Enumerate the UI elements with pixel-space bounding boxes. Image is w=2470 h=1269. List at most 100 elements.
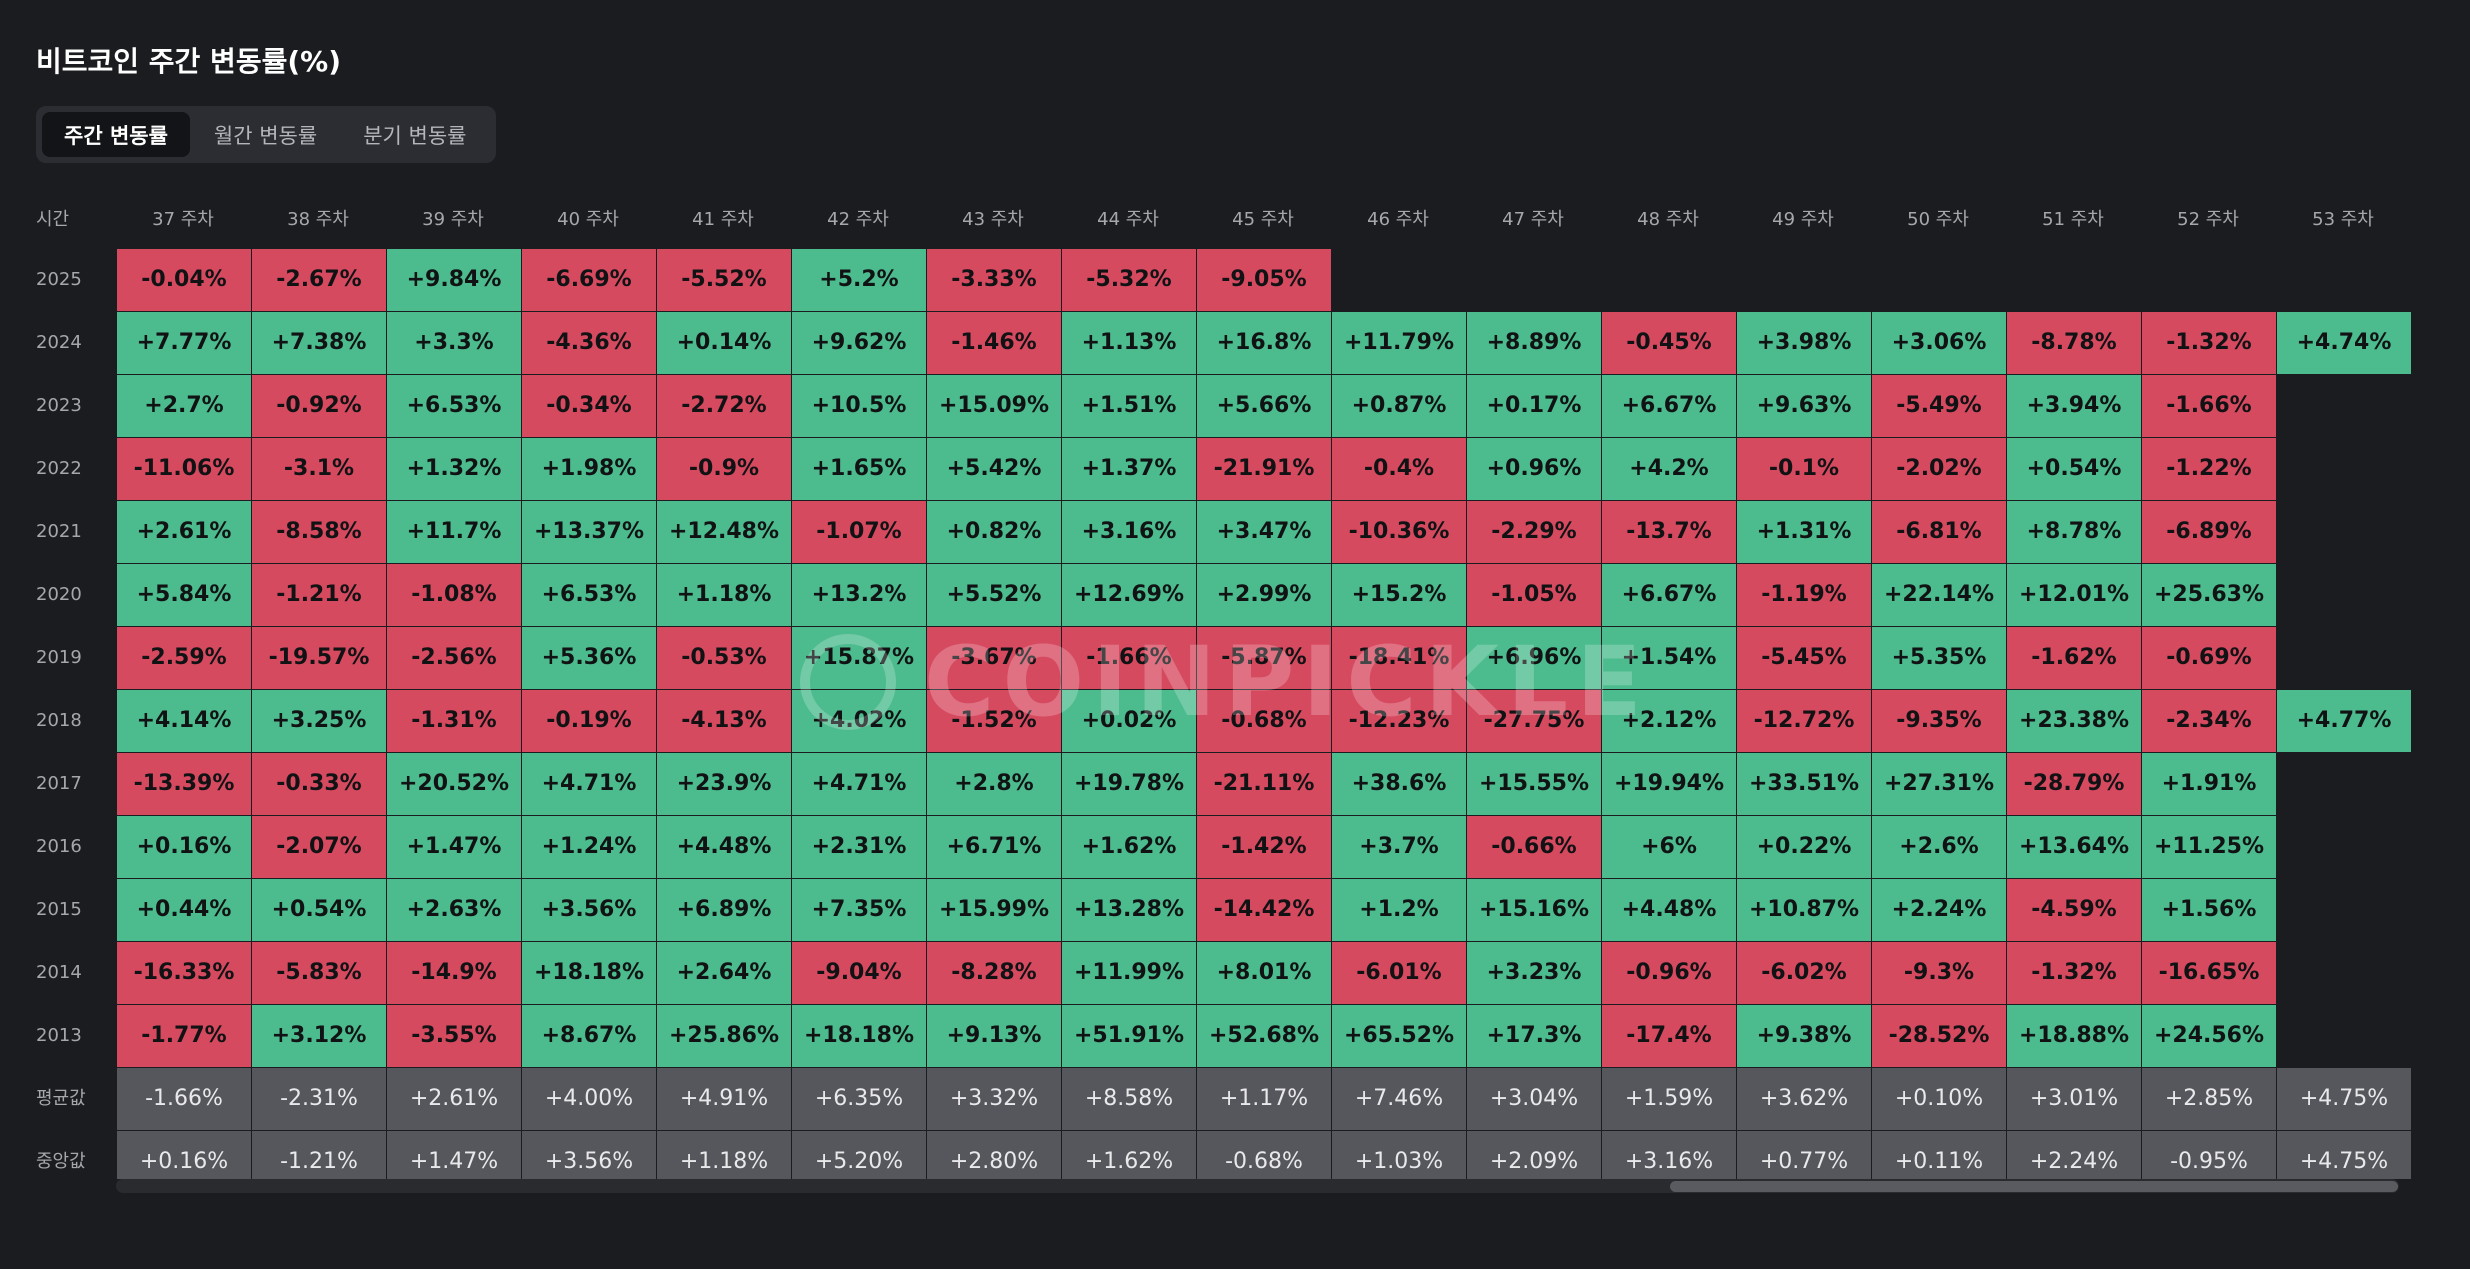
change-cell: -1.66%	[2141, 374, 2277, 438]
change-cell: +0.14%	[656, 311, 792, 375]
change-cell: +23.38%	[2006, 689, 2142, 753]
change-cell: -2.72%	[656, 374, 792, 438]
change-cell: +6.89%	[656, 878, 792, 942]
change-cell: -4.36%	[521, 311, 657, 375]
change-cell: +12.69%	[1061, 563, 1197, 627]
average-cell: +1.17%	[1196, 1067, 1332, 1131]
change-cell: -4.59%	[2006, 878, 2142, 942]
change-cell: -9.05%	[1196, 248, 1332, 312]
change-cell: -6.02%	[1736, 941, 1872, 1005]
change-cell: -5.83%	[251, 941, 387, 1005]
change-cell: -9.3%	[1871, 941, 2007, 1005]
change-cell: -0.53%	[656, 626, 792, 690]
change-cell: +1.56%	[2141, 878, 2277, 942]
change-cell: +15.2%	[1331, 563, 1467, 627]
change-cell: +3.47%	[1196, 500, 1332, 564]
change-cell: -28.52%	[1871, 1004, 2007, 1068]
change-cell: -5.49%	[1871, 374, 2007, 438]
change-cell: +0.17%	[1466, 374, 1602, 438]
change-cell: +2.12%	[1601, 689, 1737, 753]
change-cell: -0.68%	[1196, 689, 1332, 753]
change-cell: +0.22%	[1736, 815, 1872, 879]
change-cell: +25.63%	[2141, 563, 2277, 627]
average-cell: +3.62%	[1736, 1067, 1872, 1131]
change-cell: +1.47%	[386, 815, 522, 879]
change-cell: -4.13%	[656, 689, 792, 753]
change-cell: -0.04%	[116, 248, 252, 312]
change-cell: +20.52%	[386, 752, 522, 816]
change-cell: -1.07%	[791, 500, 927, 564]
tab-quarterly[interactable]: 분기 변동률	[341, 112, 488, 157]
year-label: 2015	[36, 899, 82, 920]
change-cell: +4.74%	[2276, 311, 2412, 375]
year-label: 2017	[36, 773, 82, 794]
change-cell: -9.04%	[791, 941, 927, 1005]
week-header: 45 주차	[1232, 209, 1294, 230]
change-cell: +0.54%	[251, 878, 387, 942]
change-cell: +11.25%	[2141, 815, 2277, 879]
change-cell: -3.1%	[251, 437, 387, 501]
week-header: 42 주차	[827, 209, 889, 230]
average-cell: +1.59%	[1601, 1067, 1737, 1131]
change-cell: -1.52%	[926, 689, 1062, 753]
change-cell: +19.94%	[1601, 752, 1737, 816]
change-cell: +16.8%	[1196, 311, 1332, 375]
tab-monthly[interactable]: 월간 변동률	[192, 112, 339, 157]
change-cell: +7.77%	[116, 311, 252, 375]
change-cell: +11.7%	[386, 500, 522, 564]
average-cell: +4.91%	[656, 1067, 792, 1131]
change-cell: -1.77%	[116, 1004, 252, 1068]
change-cell: +1.37%	[1061, 437, 1197, 501]
change-cell: +5.66%	[1196, 374, 1332, 438]
change-cell: -1.19%	[1736, 563, 1872, 627]
change-cell: +1.65%	[791, 437, 927, 501]
change-cell: -5.32%	[1061, 248, 1197, 312]
change-cell: -2.59%	[116, 626, 252, 690]
change-cell: +7.38%	[251, 311, 387, 375]
change-cell: +2.64%	[656, 941, 792, 1005]
change-cell: +7.35%	[791, 878, 927, 942]
change-cell: +52.68%	[1196, 1004, 1332, 1068]
change-cell: +18.88%	[2006, 1004, 2142, 1068]
change-cell: +0.54%	[2006, 437, 2142, 501]
corner-label: 시간	[36, 209, 70, 230]
change-cell: +9.62%	[791, 311, 927, 375]
change-cell: +0.82%	[926, 500, 1062, 564]
change-cell: -1.62%	[2006, 626, 2142, 690]
tab-weekly[interactable]: 주간 변동률	[42, 112, 190, 157]
change-cell: +3.12%	[251, 1004, 387, 1068]
average-cell: +4.75%	[2276, 1067, 2412, 1131]
change-cell: -1.42%	[1196, 815, 1332, 879]
change-cell: +1.2%	[1331, 878, 1467, 942]
change-cell: +4.48%	[1601, 878, 1737, 942]
change-cell: +2.63%	[386, 878, 522, 942]
change-cell: +5.36%	[521, 626, 657, 690]
year-label: 2021	[36, 521, 82, 542]
change-cell: +15.99%	[926, 878, 1062, 942]
change-cell: +65.52%	[1331, 1004, 1467, 1068]
change-cell: -2.34%	[2141, 689, 2277, 753]
change-cell: +6.53%	[386, 374, 522, 438]
change-cell: -0.69%	[2141, 626, 2277, 690]
change-cell: -9.35%	[1871, 689, 2007, 753]
average-cell: +3.32%	[926, 1067, 1062, 1131]
change-cell: -2.02%	[1871, 437, 2007, 501]
change-cell: +25.86%	[656, 1004, 792, 1068]
change-cell: -3.67%	[926, 626, 1062, 690]
change-cell: +5.84%	[116, 563, 252, 627]
change-cell: +5.52%	[926, 563, 1062, 627]
change-cell: +1.32%	[386, 437, 522, 501]
change-cell: +2.61%	[116, 500, 252, 564]
change-cell: +33.51%	[1736, 752, 1872, 816]
horizontal-scrollbar-thumb[interactable]	[1670, 1181, 2398, 1192]
year-label: 2022	[36, 458, 82, 479]
change-cell: +51.91%	[1061, 1004, 1197, 1068]
year-label: 2018	[36, 710, 82, 731]
change-cell: -10.36%	[1331, 500, 1467, 564]
change-cell: +0.96%	[1466, 437, 1602, 501]
change-cell: -12.72%	[1736, 689, 1872, 753]
change-cell: +4.2%	[1601, 437, 1737, 501]
change-cell: +9.13%	[926, 1004, 1062, 1068]
change-cell: +3.94%	[2006, 374, 2142, 438]
year-label: 2013	[36, 1025, 82, 1046]
